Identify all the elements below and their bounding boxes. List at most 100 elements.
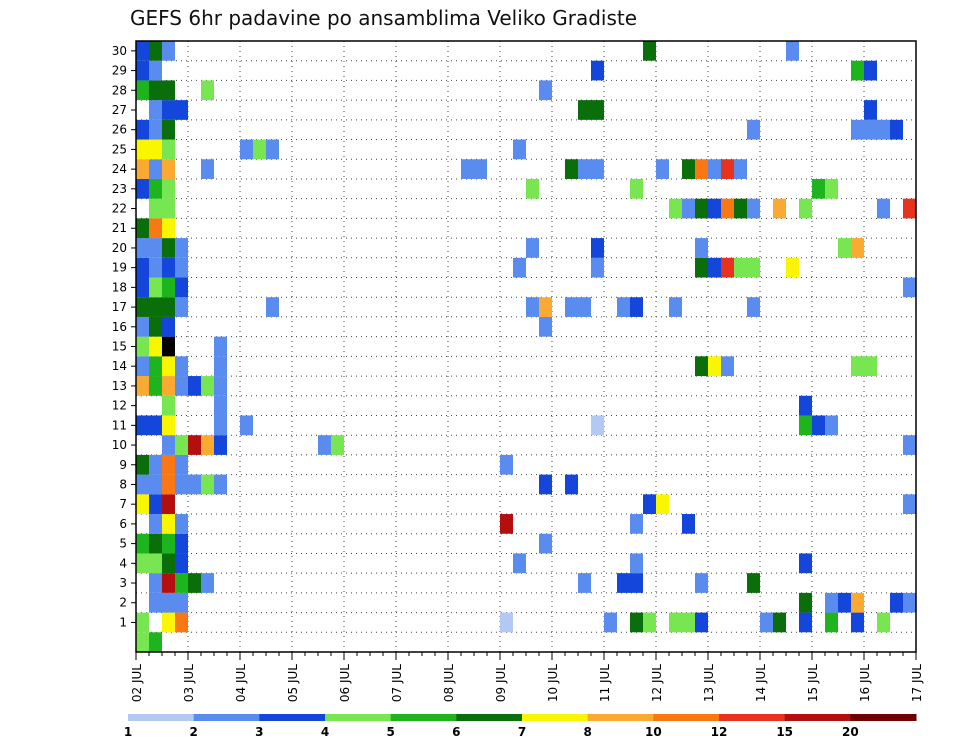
heatmap-cell (565, 159, 578, 179)
heatmap-cell (175, 533, 188, 554)
heatmap-cell (162, 435, 175, 455)
heatmap-cell (201, 80, 214, 101)
heatmap-cell (721, 356, 734, 377)
heatmap-cell (890, 592, 903, 613)
heatmap-cell (838, 238, 851, 258)
heatmap-cell (695, 238, 708, 258)
heatmap-cell (149, 178, 162, 199)
heatmap-cell (747, 573, 760, 593)
heatmap-cell (825, 592, 838, 613)
y-tick-label: 10 (112, 438, 127, 452)
heatmap-cell (214, 415, 227, 436)
y-tick-label: 24 (112, 162, 127, 176)
heatmap-cell (175, 277, 188, 298)
heatmap-cell (851, 356, 864, 377)
heatmap-cell (708, 356, 721, 377)
heatmap-cell (617, 297, 630, 317)
x-tick-label: 12 JUL (650, 664, 664, 702)
x-tick-label: 04 JUL (234, 664, 248, 702)
heatmap-cell (565, 474, 578, 495)
y-tick-label: 28 (112, 83, 127, 97)
heatmap-cell (149, 80, 162, 101)
heatmap-cell (877, 119, 890, 140)
heatmap-cell (149, 592, 162, 613)
colorbar-swatch (587, 714, 654, 721)
heatmap-cell (149, 238, 162, 258)
colorbar-label: 4 (321, 725, 329, 739)
heatmap-cell (838, 592, 851, 613)
heatmap-cell (136, 257, 149, 278)
heatmap-cell (162, 474, 175, 495)
heatmap-cell (149, 415, 162, 436)
heatmap-cell (591, 60, 604, 81)
heatmap-cell (149, 533, 162, 554)
heatmap-cell (799, 415, 812, 436)
heatmap-cell (175, 238, 188, 258)
heatmap-cell (136, 474, 149, 495)
heatmap-cell (734, 159, 747, 179)
heatmap-cell (864, 100, 877, 120)
heatmap-cell (149, 632, 162, 652)
y-tick-label: 27 (112, 103, 127, 117)
y-tick-label: 12 (112, 399, 127, 413)
heatmap-cell (162, 454, 175, 475)
heatmap-cell (591, 238, 604, 258)
heatmap-cell (266, 297, 279, 317)
heatmap-cell (149, 257, 162, 278)
heatmap-cell (201, 159, 214, 179)
heatmap-cell (162, 178, 175, 199)
x-tick-label: 09 JUL (494, 664, 508, 702)
heatmap-cell (136, 336, 149, 357)
x-tick-label: 10 JUL (546, 664, 560, 702)
heatmap-cell (162, 316, 175, 337)
heatmap-cell (136, 277, 149, 298)
heatmap-cell (240, 139, 253, 160)
heatmap-cell (812, 178, 825, 199)
heatmap-cell (318, 435, 331, 455)
heatmap-cell (136, 612, 149, 633)
heatmap-cell (175, 514, 188, 534)
heatmap-cell (175, 376, 188, 396)
colorbar-swatch (653, 714, 720, 721)
heatmap-cell (149, 277, 162, 298)
heatmap-cell (162, 356, 175, 377)
colorbar-swatch (193, 714, 260, 721)
heatmap-cell (149, 119, 162, 140)
heatmap-cell (162, 238, 175, 258)
heatmap-cell (864, 356, 877, 377)
heatmap-cell (162, 100, 175, 120)
heatmap-cell (266, 139, 279, 160)
heatmap-cell (851, 612, 864, 633)
y-tick-label: 23 (112, 182, 127, 196)
heatmap-cell (799, 612, 812, 633)
heatmap-cell (162, 514, 175, 534)
heatmap-cell (682, 612, 695, 633)
heatmap-cell (201, 435, 214, 455)
heatmap-cell (136, 41, 149, 61)
x-tick-label: 05 JUL (286, 664, 300, 702)
heatmap-cell (578, 573, 591, 593)
heatmap-cell (539, 316, 552, 337)
heatmap-cell (669, 297, 682, 317)
heatmap-cell (136, 218, 149, 239)
heatmap-cell (799, 198, 812, 219)
y-tick-label: 30 (112, 44, 127, 58)
y-tick-label: 2 (119, 596, 127, 610)
heatmap-cell (682, 159, 695, 179)
x-tick-label: 11 JUL (598, 664, 612, 702)
heatmap-cell (136, 238, 149, 258)
heatmap-cell (474, 159, 487, 179)
heatmap-cell (669, 612, 682, 633)
colorbar-label: 12 (711, 725, 728, 739)
heatmap-cell (747, 297, 760, 317)
heatmap-cell (682, 198, 695, 219)
heatmap-cell (136, 80, 149, 101)
heatmap-cell (656, 494, 669, 515)
heatmap-cell (162, 159, 175, 179)
colorbar-label: 10 (645, 725, 662, 739)
colorbar-label: 2 (189, 725, 197, 739)
heatmap-cell (149, 139, 162, 160)
heatmap-cell (773, 612, 786, 633)
heatmap-cell (643, 494, 656, 515)
